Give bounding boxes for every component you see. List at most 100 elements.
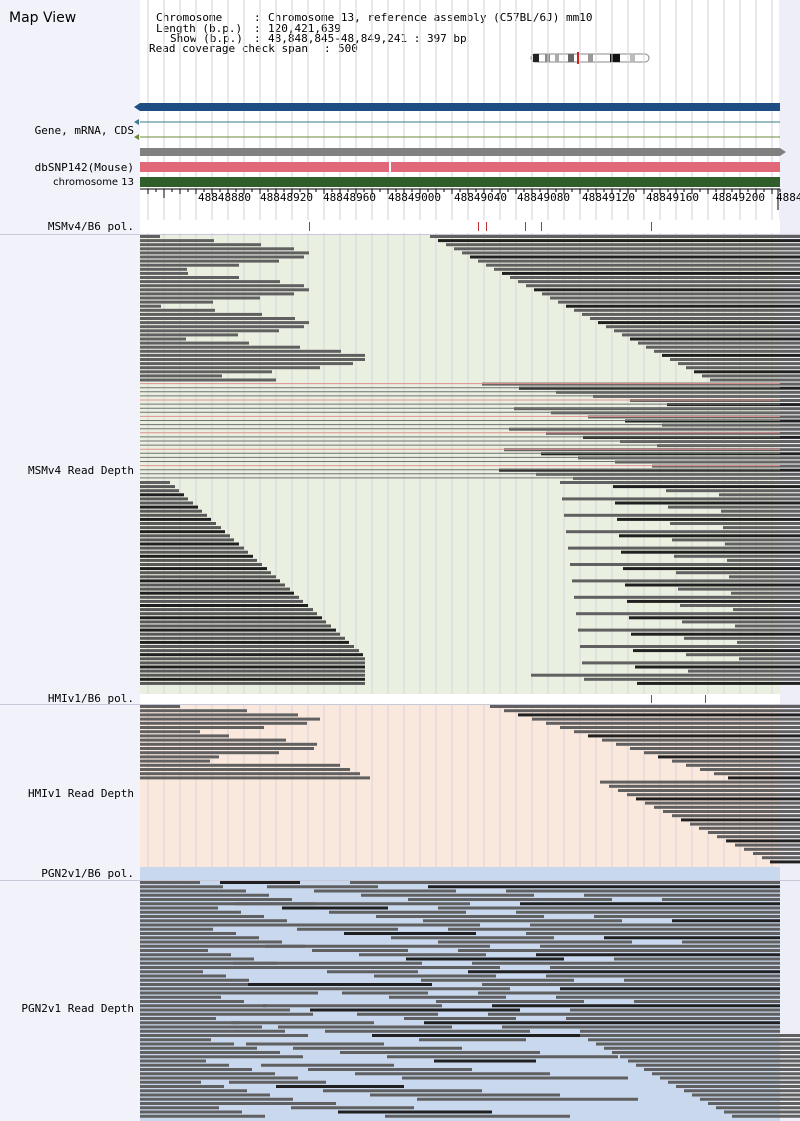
- read-segment[interactable]: [140, 509, 202, 513]
- read-segment[interactable]: [514, 407, 800, 411]
- read-segment[interactable]: [492, 1004, 780, 1008]
- read-segment[interactable]: [590, 317, 800, 320]
- read-segment[interactable]: [682, 620, 800, 624]
- read-segment[interactable]: [140, 353, 365, 357]
- read-segment[interactable]: [140, 308, 215, 312]
- read-segment[interactable]: [510, 276, 800, 279]
- read-segment[interactable]: [668, 1080, 800, 1084]
- read-segment[interactable]: [494, 267, 800, 271]
- read-segment[interactable]: [140, 481, 170, 484]
- read-segment[interactable]: [140, 893, 269, 897]
- read-segment[interactable]: [140, 1059, 206, 1063]
- read-segment[interactable]: [140, 366, 320, 370]
- read-segment[interactable]: [140, 628, 336, 632]
- read-segment[interactable]: [472, 961, 780, 965]
- read-segment[interactable]: [140, 276, 239, 279]
- pgn-pol-track[interactable]: [140, 867, 780, 880]
- read-segment[interactable]: [532, 717, 800, 721]
- read-segment[interactable]: [310, 1008, 520, 1012]
- read-segment[interactable]: [486, 263, 800, 267]
- read-segment[interactable]: [350, 881, 780, 884]
- read-segment[interactable]: [627, 793, 800, 797]
- read-segment[interactable]: [614, 957, 780, 961]
- read-segment[interactable]: [719, 493, 800, 497]
- read-segment[interactable]: [140, 583, 285, 587]
- read-segment[interactable]: [140, 358, 365, 361]
- read-segment[interactable]: [267, 885, 378, 889]
- read-segment[interactable]: [531, 673, 800, 677]
- read-segment[interactable]: [376, 915, 544, 918]
- read-segment[interactable]: [600, 780, 800, 784]
- read-segment[interactable]: [678, 362, 800, 366]
- read-segment[interactable]: [278, 1025, 452, 1029]
- read-segment[interactable]: [417, 1097, 638, 1101]
- read-segment[interactable]: [323, 1089, 482, 1093]
- read-segment[interactable]: [295, 987, 510, 991]
- read-segment[interactable]: [140, 1042, 234, 1046]
- read-segment[interactable]: [478, 991, 780, 995]
- read-segment[interactable]: [694, 370, 800, 374]
- read-segment[interactable]: [140, 734, 229, 738]
- read-segment[interactable]: [140, 772, 360, 776]
- read-segment[interactable]: [140, 329, 279, 333]
- msm-pol-track[interactable]: [140, 220, 780, 233]
- read-segment[interactable]: [140, 1051, 280, 1054]
- read-segment[interactable]: [727, 558, 800, 562]
- read-segment[interactable]: [140, 1089, 247, 1093]
- read-segment[interactable]: [672, 759, 800, 763]
- read-segment[interactable]: [140, 730, 200, 734]
- read-segment[interactable]: [140, 538, 234, 542]
- read-segment[interactable]: [578, 628, 800, 632]
- position-ruler[interactable]: [140, 188, 800, 216]
- read-segment[interactable]: [700, 768, 800, 771]
- read-segment[interactable]: [140, 1080, 201, 1084]
- read-segment[interactable]: [598, 321, 800, 325]
- read-segment[interactable]: [536, 953, 780, 957]
- read-segment[interactable]: [140, 677, 365, 681]
- read-segment[interactable]: [402, 1076, 628, 1080]
- read-segment[interactable]: [519, 386, 800, 390]
- read-segment[interactable]: [140, 604, 308, 607]
- read-segment[interactable]: [265, 944, 490, 948]
- read-segment[interactable]: [140, 304, 161, 308]
- read-segment[interactable]: [140, 681, 365, 685]
- read-segment[interactable]: [630, 747, 800, 750]
- read-segment[interactable]: [625, 583, 800, 587]
- read-segment[interactable]: [729, 575, 800, 579]
- read-segment[interactable]: [574, 730, 800, 734]
- read-segment[interactable]: [737, 640, 800, 644]
- read-segment[interactable]: [140, 517, 211, 521]
- read-segment[interactable]: [140, 1046, 257, 1050]
- read-segment[interactable]: [391, 936, 554, 940]
- read-segment[interactable]: [140, 995, 221, 999]
- read-segment[interactable]: [261, 1063, 394, 1067]
- read-segment[interactable]: [140, 673, 365, 677]
- pgn-read-depth-track[interactable]: [140, 881, 800, 1121]
- read-segment[interactable]: [140, 624, 331, 628]
- read-segment[interactable]: [140, 949, 208, 952]
- read-segment[interactable]: [631, 632, 800, 636]
- read-segment[interactable]: [753, 852, 800, 855]
- read-segment[interactable]: [140, 1008, 290, 1012]
- read-segment[interactable]: [588, 734, 800, 738]
- read-segment[interactable]: [140, 910, 241, 914]
- read-segment[interactable]: [140, 927, 213, 931]
- read-segment[interactable]: [140, 742, 317, 746]
- read-segment[interactable]: [140, 1093, 270, 1097]
- read-segment[interactable]: [297, 927, 398, 931]
- read-segment[interactable]: [140, 587, 290, 591]
- read-segment[interactable]: [770, 860, 800, 864]
- read-segment[interactable]: [570, 1008, 780, 1012]
- read-segment[interactable]: [676, 571, 800, 575]
- read-segment[interactable]: [140, 657, 365, 661]
- read-segment[interactable]: [572, 579, 800, 583]
- read-segment[interactable]: [140, 747, 314, 750]
- read-segment[interactable]: [672, 814, 800, 818]
- read-segment[interactable]: [499, 468, 800, 472]
- read-segment[interactable]: [617, 517, 800, 521]
- read-segment[interactable]: [454, 247, 800, 251]
- read-segment[interactable]: [140, 321, 309, 325]
- read-segment[interactable]: [594, 915, 780, 918]
- read-segment[interactable]: [540, 944, 780, 948]
- read-segment[interactable]: [140, 991, 318, 995]
